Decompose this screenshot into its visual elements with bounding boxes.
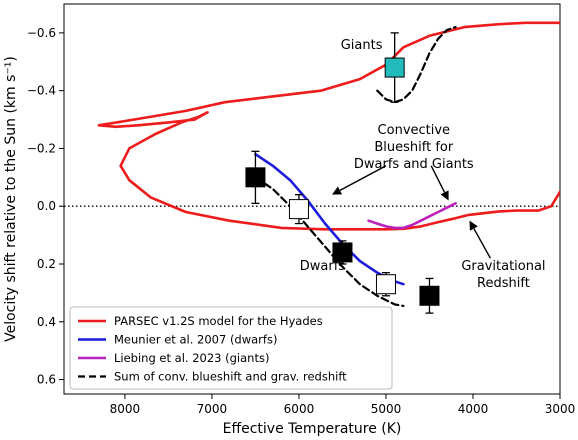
x-tick-label: 5000 bbox=[371, 402, 402, 416]
annotation-layer: Giants Dwarfs Convective Blueshift for Dwarf… bbox=[300, 38, 546, 291]
x-axis-ticks: 8000 7000 6000 5000 4000 3000 bbox=[110, 394, 576, 416]
x-tick-label: 7000 bbox=[197, 402, 228, 416]
legend-label: Liebing et al. 2023 (giants) bbox=[114, 351, 269, 365]
series-line-2 bbox=[367, 202, 457, 230]
y-axis-label: Velocity shift relative to the Sun (km s… bbox=[3, 56, 19, 342]
data-marker-3 bbox=[375, 272, 396, 297]
annotation-1: Dwarfs bbox=[300, 259, 346, 274]
y-tick-label: −0.6 bbox=[27, 26, 56, 40]
plot-frame bbox=[63, 3, 561, 395]
data-marker-0 bbox=[245, 150, 266, 204]
annotation-arrow-1 bbox=[430, 165, 449, 201]
annotation-arrow-0 bbox=[332, 165, 387, 195]
annotation-3: Gravitational Redshift bbox=[461, 259, 545, 291]
data-marker-2 bbox=[332, 240, 353, 265]
y-tick-label: 0.6 bbox=[37, 373, 56, 387]
legend-label: Sum of conv. blueshift and grav. redshif… bbox=[114, 370, 347, 384]
data-marker-4 bbox=[419, 277, 440, 314]
legend-box bbox=[69, 306, 393, 390]
x-tick-label: 4000 bbox=[458, 402, 489, 416]
y-axis-ticks: −0.6 −0.4 −0.2 0.0 0.2 0.4 0.6 bbox=[27, 26, 64, 387]
legend: PARSEC v1.2S model for the Hyades Meunier… bbox=[69, 306, 393, 390]
x-axis-label: Effective Temperature (K) bbox=[223, 421, 402, 437]
data-marker-5 bbox=[384, 32, 405, 103]
data-marker-1 bbox=[288, 194, 309, 225]
annotation-arrow-2 bbox=[469, 220, 491, 259]
y-tick-label: 0.2 bbox=[37, 257, 56, 271]
marker-layer bbox=[245, 32, 440, 314]
x-tick-label: 6000 bbox=[284, 402, 315, 416]
annotation-0: Giants bbox=[341, 38, 383, 53]
legend-label: Meunier et al. 2007 (dwarfs) bbox=[114, 333, 277, 347]
y-tick-label: 0.4 bbox=[37, 315, 56, 329]
legend-label: PARSEC v1.2S model for the Hyades bbox=[114, 314, 323, 328]
x-tick-label: 8000 bbox=[110, 402, 141, 416]
series-line-0 bbox=[97, 21, 560, 231]
y-tick-label: 0.0 bbox=[37, 199, 56, 213]
series-line-4 bbox=[376, 26, 457, 104]
annotation-2: Convective Blueshift for Dwarfs and Giants bbox=[354, 123, 474, 172]
x-tick-label: 3000 bbox=[545, 402, 576, 416]
y-tick-label: −0.2 bbox=[27, 141, 56, 155]
y-tick-label: −0.4 bbox=[27, 84, 56, 98]
